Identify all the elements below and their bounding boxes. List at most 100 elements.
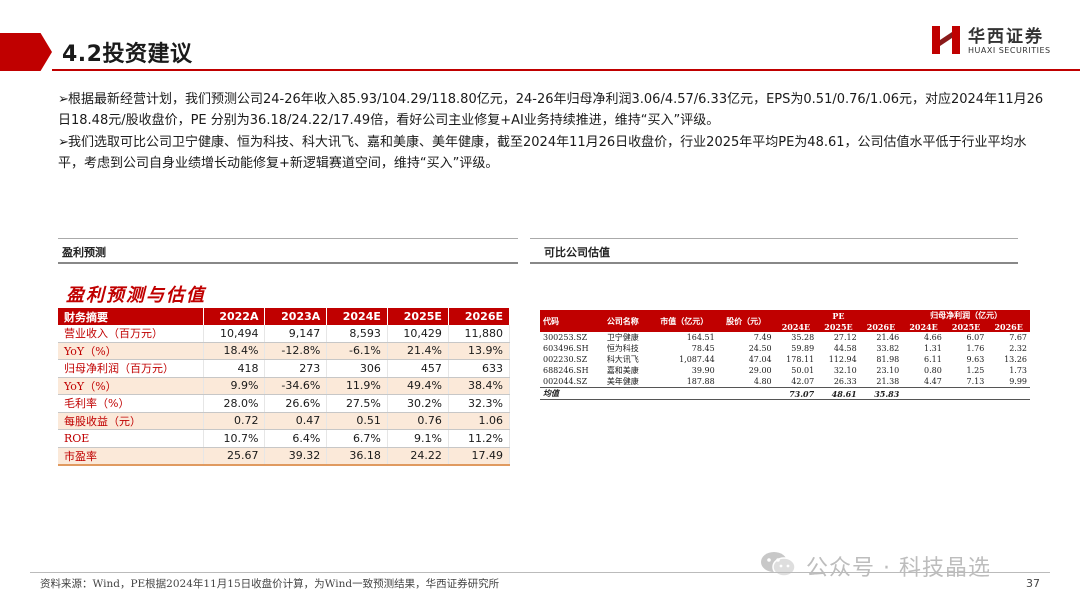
table-cell: 卫宁健康 bbox=[606, 333, 639, 342]
header-cell: PE bbox=[774, 310, 903, 321]
header-cell: 公司名称 bbox=[603, 310, 651, 332]
table-cell: 48.61 bbox=[817, 387, 860, 400]
row-label: YoY（%） bbox=[58, 377, 204, 395]
footer-divider bbox=[30, 572, 1050, 573]
header-cell: 2022A bbox=[203, 308, 266, 325]
table-cell: 7.67 bbox=[1009, 333, 1027, 342]
table-cell: 24.22 bbox=[387, 447, 449, 466]
table-cell bbox=[987, 387, 1030, 400]
table-cell: 38.4% bbox=[448, 377, 511, 395]
table-cell: 13.26 bbox=[1004, 355, 1027, 364]
table-cell: 112.94 bbox=[828, 355, 857, 364]
row-label: 归母净利润（百万元） bbox=[58, 359, 204, 378]
forecast-table: 财务摘要 2022A 2023A 2024E 2025E 2026E 营业收入（… bbox=[58, 308, 511, 466]
header-red-tab bbox=[0, 33, 52, 71]
table-row: 归母净利润（百万元） 418 273 306 457 633 bbox=[58, 359, 511, 378]
table-cell: 32.10 bbox=[833, 366, 857, 375]
table-cell: 9,147 bbox=[264, 325, 328, 343]
section-rule-right bbox=[530, 262, 1018, 264]
table-cell: 633 bbox=[448, 359, 511, 378]
table-cell: 美年健康 bbox=[606, 377, 639, 386]
table-cell: 28.0% bbox=[203, 394, 266, 413]
table-cell: 418 bbox=[203, 359, 266, 378]
table-cell: 21.4% bbox=[387, 342, 449, 360]
table-cell: 50.01 bbox=[791, 366, 815, 375]
table-cell: 恒为科技 bbox=[606, 344, 639, 353]
page-title: 4.2投资建议 bbox=[62, 42, 193, 67]
table-row: 300253.SZ 卫宁健康 164.51 7.49 35.28 27.12 2… bbox=[540, 332, 1030, 343]
header-cell: 市值（亿元） bbox=[650, 310, 718, 332]
table-cell: 39.32 bbox=[264, 447, 328, 466]
table-cell: 1.31 bbox=[924, 344, 942, 353]
table-cell: 78.45 bbox=[691, 344, 715, 353]
table-cell: 4.66 bbox=[924, 333, 942, 342]
year-cell: 2025E bbox=[944, 321, 988, 332]
source-note: 资料来源：Wind，PE根据2024年11月15日收盘价计算，为Wind一致预测… bbox=[40, 578, 500, 590]
watermark: 公众号 · 科技晶选 bbox=[760, 548, 1060, 581]
table-cell: 6.07 bbox=[966, 333, 985, 342]
table-cell: 6.4% bbox=[264, 429, 328, 448]
year-cell: 2024E bbox=[902, 321, 945, 332]
table-cell: 35.83 bbox=[859, 387, 903, 400]
section-top-rule-right bbox=[530, 238, 1018, 239]
table-cell: 27.12 bbox=[833, 333, 857, 342]
table-row: 营业收入（百万元） 10,494 9,147 8,593 10,429 11,8… bbox=[58, 325, 511, 343]
table-cell: 27.5% bbox=[326, 394, 388, 413]
year-cell: 2026E bbox=[859, 321, 903, 332]
table-cell: 1.73 bbox=[1009, 366, 1027, 375]
table-cell: 39.90 bbox=[691, 366, 715, 375]
table-cell: 33.82 bbox=[876, 344, 900, 353]
table-row: YoY（%） 9.9% -34.6% 11.9% 49.4% 38.4% bbox=[58, 377, 511, 395]
table-cell: 7.49 bbox=[753, 333, 772, 342]
investment-paragraph-1: ➢根据最新经营计划，我们预测公司24-26年收入85.93/104.29/118… bbox=[58, 89, 1048, 131]
header-cell: 2025E bbox=[387, 308, 449, 325]
section-rule-left bbox=[58, 262, 518, 264]
row-label: ROE bbox=[58, 429, 204, 448]
table-cell: 36.18 bbox=[326, 447, 388, 466]
table-row: YoY（%） 18.4% -12.8% -6.1% 21.4% 13.9% bbox=[58, 342, 511, 360]
bullet-arrow-icon: ➢ bbox=[58, 92, 69, 107]
table-cell: 1.25 bbox=[966, 366, 985, 375]
table-cell: 300253.SZ bbox=[543, 333, 588, 342]
table-cell: 10,429 bbox=[387, 325, 449, 343]
table-cell: 26.33 bbox=[833, 377, 857, 386]
comparables-panel: 代码 公司名称 市值（亿元） 股价（元） PE 归母净利润（亿元） 2024E … bbox=[540, 310, 1030, 400]
logo-english-name: HUAXI SECURITIES bbox=[968, 46, 1051, 55]
year-cell: 2026E bbox=[987, 321, 1030, 332]
table-cell bbox=[902, 387, 945, 400]
header-cell: 股价（元） bbox=[717, 310, 775, 332]
header-cell: 2023A bbox=[264, 308, 328, 325]
table-cell: 23.10 bbox=[876, 366, 900, 375]
forecast-table-title: 盈利预测与估值 bbox=[66, 285, 206, 306]
table-cell: 24.50 bbox=[748, 344, 772, 353]
table-cell: 29.00 bbox=[748, 366, 772, 375]
table-cell: 21.46 bbox=[876, 333, 900, 342]
table-cell: 0.76 bbox=[387, 412, 449, 430]
table-cell: 47.04 bbox=[748, 355, 772, 364]
table-row: 688246.SH 嘉和美康 39.90 29.00 50.01 32.10 2… bbox=[540, 365, 1030, 376]
company-logo: 华西证券 HUAXI SECURITIES bbox=[930, 22, 1070, 62]
table-cell: -34.6% bbox=[264, 377, 328, 395]
table-cell: 164.51 bbox=[686, 333, 715, 342]
table-cell: 4.47 bbox=[924, 377, 942, 386]
row-label: 市盈率 bbox=[58, 447, 204, 466]
investment-paragraph-2: ➢我们选取可比公司卫宁健康、恒为科技、科大讯飞、嘉和美康、美年健康，截至2024… bbox=[58, 132, 1048, 174]
header-divider bbox=[52, 69, 1080, 71]
table-cell: 9.63 bbox=[966, 355, 985, 364]
table-cell: 科大讯飞 bbox=[606, 355, 639, 364]
table-cell: 11.2% bbox=[448, 429, 511, 448]
average-row: 均值 73.07 48.61 35.83 bbox=[540, 387, 1030, 400]
section-title-comparables: 可比公司估值 bbox=[544, 246, 610, 259]
table-cell: 26.6% bbox=[264, 394, 328, 413]
average-label: 均值 bbox=[540, 387, 775, 400]
table-cell: 18.4% bbox=[203, 342, 266, 360]
table-cell: 9.1% bbox=[387, 429, 449, 448]
table-cell: 2.32 bbox=[1009, 344, 1027, 353]
header-cell: 归母净利润（亿元） bbox=[902, 310, 1030, 321]
table-cell: 6.11 bbox=[924, 355, 942, 364]
table-cell: 13.9% bbox=[448, 342, 511, 360]
table-cell: 002230.SZ bbox=[543, 355, 588, 364]
table-cell: 6.7% bbox=[326, 429, 388, 448]
table-cell: 0.47 bbox=[264, 412, 328, 430]
logo-chinese-name: 华西证券 bbox=[968, 27, 1044, 47]
